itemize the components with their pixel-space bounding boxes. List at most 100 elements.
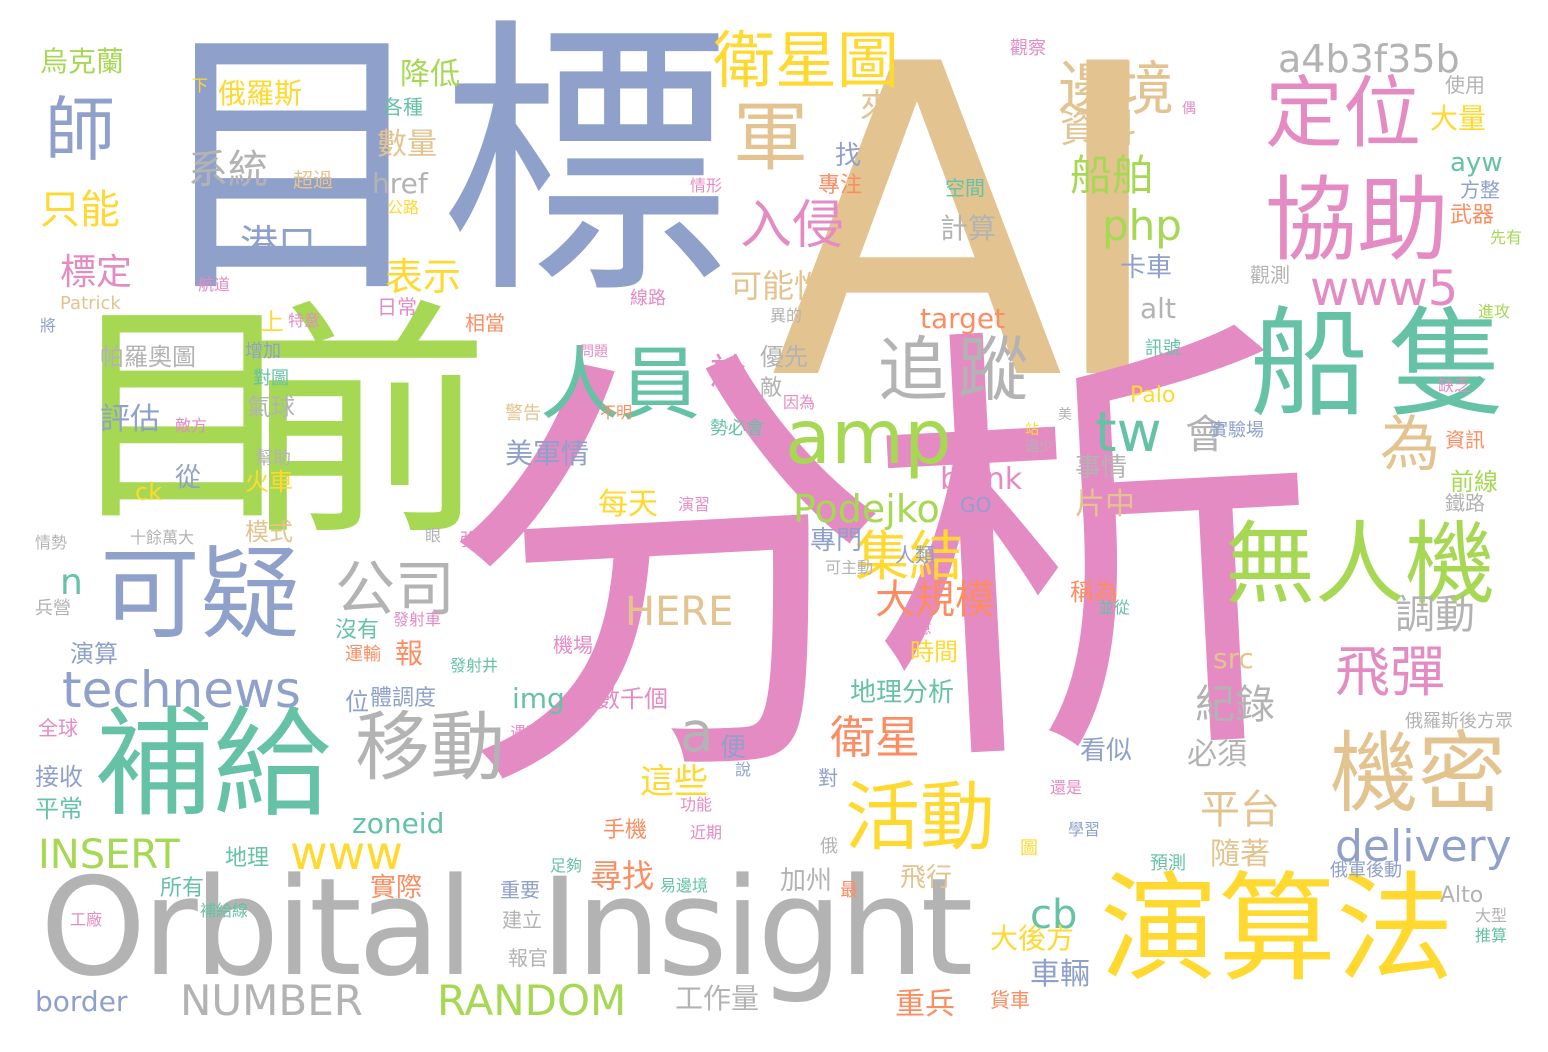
word: 目: [65, 281, 300, 554]
word: 實驗場: [1210, 420, 1264, 441]
word: HERE: [625, 589, 734, 635]
word: 地理分析: [850, 678, 955, 708]
word: 專門: [810, 526, 863, 556]
word: 注意: [900, 618, 933, 637]
word: 敵方: [175, 416, 208, 435]
word: 手機: [603, 818, 648, 843]
word: 從: [175, 463, 202, 493]
word: php: [1102, 201, 1182, 250]
word: 站: [1025, 422, 1039, 438]
word: 相當: [465, 311, 505, 335]
word: 於: [710, 352, 747, 393]
word: 學習: [1068, 820, 1101, 839]
word: 補給線: [200, 901, 249, 920]
word: 所有: [160, 876, 205, 901]
word: AI: [770, 0, 1171, 475]
word: 報: [395, 637, 424, 670]
word: 使用: [1445, 73, 1485, 97]
word: 必須: [1187, 737, 1247, 772]
word: 遇到: [510, 723, 543, 742]
word: 敵: [760, 376, 783, 401]
word: 強度: [460, 530, 496, 551]
word: 衛星圖: [713, 24, 900, 97]
word: amp: [785, 393, 952, 481]
word: www5: [1310, 261, 1459, 317]
word: 兵營: [35, 598, 71, 619]
word: 協助: [1265, 167, 1450, 274]
word: 美: [1058, 407, 1072, 423]
word: 大型: [1475, 906, 1508, 925]
word: 先有: [1490, 228, 1523, 247]
word: 增加: [245, 341, 281, 362]
word: 推算: [1475, 926, 1508, 945]
word: 大量: [1430, 102, 1487, 135]
word: 每天: [598, 487, 658, 522]
word: 勢必會: [710, 418, 764, 439]
word: 超過: [293, 168, 333, 192]
word: 片中: [1075, 487, 1135, 522]
word: NUMBER: [180, 976, 363, 1025]
word: 便: [720, 733, 747, 763]
word: 飛彈: [1335, 640, 1446, 704]
word: 平常: [35, 795, 83, 823]
word: 重要: [500, 878, 540, 902]
word: 報官: [508, 946, 548, 970]
word: 軍: [733, 93, 809, 181]
word: 大後方: [990, 922, 1075, 955]
word: 找: [835, 141, 862, 171]
word: border: [35, 985, 128, 1018]
word: 演習: [678, 495, 711, 514]
word: 定位: [1265, 69, 1422, 159]
word: 訊號: [1145, 338, 1181, 359]
word: 偶: [1182, 101, 1196, 117]
word: 機密: [1330, 722, 1507, 825]
word: 各種: [383, 95, 423, 119]
word: 機場: [553, 633, 593, 657]
word: 補給: [95, 695, 332, 833]
word: 問題: [580, 344, 608, 360]
word: 事情: [1075, 453, 1128, 483]
word: ayw: [1450, 148, 1503, 178]
word: cb: [1030, 892, 1078, 938]
word: 不明: [600, 403, 633, 422]
word: 時間: [910, 638, 958, 666]
word: 港口: [240, 222, 317, 266]
word: GO: [960, 493, 992, 517]
word: 標: [440, 0, 730, 333]
word: 卡車: [1120, 253, 1173, 283]
word: 無人機: [1225, 512, 1495, 617]
word: 模式: [245, 518, 293, 546]
word: 會: [1185, 412, 1225, 458]
word: 標定: [60, 252, 133, 293]
word: 計算: [940, 212, 997, 245]
word: 易邊境: [660, 876, 709, 895]
word: zoneid: [352, 807, 445, 840]
word: 情勢: [35, 533, 68, 552]
word: 降低: [400, 57, 460, 92]
word: 觀察: [1010, 38, 1046, 59]
word: 火車: [245, 468, 293, 496]
word: 人員: [540, 338, 700, 431]
word: 地理: [225, 846, 270, 871]
word: 實際: [370, 873, 423, 903]
word: 船舶: [1070, 151, 1155, 200]
word: 貨車: [990, 988, 1030, 1012]
word: 大規模: [875, 577, 995, 623]
word: 俄: [820, 836, 838, 857]
word: 這些: [640, 762, 708, 802]
word: 為: [1380, 410, 1440, 480]
word: 將: [40, 316, 57, 335]
word: 發射車: [393, 610, 442, 629]
word: 集結: [855, 525, 963, 588]
word: 俄羅斯: [218, 77, 303, 110]
word: Insight: [540, 849, 973, 1006]
word: 來: [860, 87, 894, 127]
word: src: [1213, 642, 1254, 675]
word: 俄軍後動: [1330, 860, 1402, 881]
word: 鐵路: [1445, 491, 1485, 515]
word: 十餘萬大: [130, 528, 195, 547]
word: 沒有: [335, 618, 380, 643]
word: 進攻: [1478, 302, 1511, 321]
word: Patrick: [60, 293, 121, 314]
